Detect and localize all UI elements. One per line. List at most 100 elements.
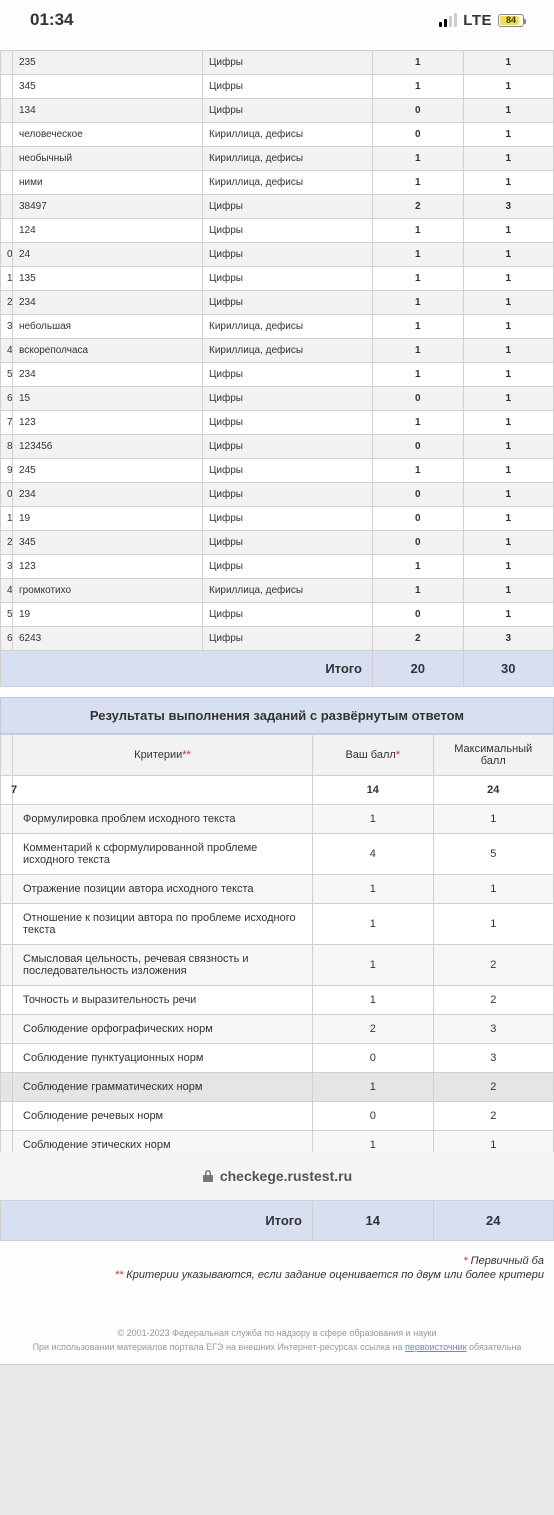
answer-max: 1 bbox=[463, 51, 554, 75]
answer-score: 1 bbox=[373, 147, 464, 171]
answer-max: 1 bbox=[463, 387, 554, 411]
crit-your: 4 bbox=[313, 834, 434, 875]
answer-max: 1 bbox=[463, 315, 554, 339]
page-content: 235Цифры11345Цифры11134Цифры01человеческ… bbox=[0, 50, 554, 1515]
table-row: 0234Цифры01 bbox=[1, 483, 554, 507]
answer-score: 0 bbox=[373, 531, 464, 555]
crit-text: Отношение к позиции автора по проблеме и… bbox=[13, 904, 313, 945]
table-row: 7123Цифры11 bbox=[1, 411, 554, 435]
answer-type: Кириллица, дефисы bbox=[203, 315, 373, 339]
crit-n bbox=[1, 1044, 13, 1073]
answer-score: 2 bbox=[373, 627, 464, 651]
answer-score: 0 bbox=[373, 99, 464, 123]
answer-type: Цифры bbox=[203, 387, 373, 411]
answer-type: Цифры bbox=[203, 195, 373, 219]
answer-number bbox=[1, 75, 13, 99]
status-time: 01:34 bbox=[30, 10, 73, 30]
answers-table: 235Цифры11345Цифры11134Цифры01человеческ… bbox=[0, 50, 554, 687]
hdr-max-score: Максимальный балл bbox=[433, 735, 554, 776]
status-bar: 01:34 LTE 84 bbox=[0, 0, 554, 40]
crit-max: 2 bbox=[433, 1073, 554, 1102]
crit-n bbox=[1, 875, 13, 904]
answer-type: Цифры bbox=[203, 219, 373, 243]
answer-type: Цифры bbox=[203, 459, 373, 483]
answer-max: 1 bbox=[463, 219, 554, 243]
criteria-row: Отражение позиции автора исходного текст… bbox=[1, 875, 554, 904]
answer-type: Цифры bbox=[203, 555, 373, 579]
answer-number bbox=[1, 99, 13, 123]
answer-value: 124 bbox=[13, 219, 203, 243]
answer-value: 19 bbox=[13, 603, 203, 627]
answer-score: 0 bbox=[373, 603, 464, 627]
total-max: 30 bbox=[463, 651, 554, 687]
table-row: 9245Цифры11 bbox=[1, 459, 554, 483]
answer-number: 4 bbox=[1, 579, 13, 603]
answer-value: 345 bbox=[13, 531, 203, 555]
answer-score: 1 bbox=[373, 459, 464, 483]
criteria-header-row: Критерии** Ваш балл* Максимальный балл bbox=[1, 735, 554, 776]
crit-your: 1 bbox=[313, 875, 434, 904]
footnotes: * Первичный ба ** Критерии указываются, … bbox=[0, 1241, 554, 1287]
crit-max: 2 bbox=[433, 945, 554, 986]
answer-value: вскореполчаса bbox=[13, 339, 203, 363]
answer-value: 38497 bbox=[13, 195, 203, 219]
answer-type: Цифры bbox=[203, 243, 373, 267]
answer-max: 1 bbox=[463, 363, 554, 387]
criteria-total-row: Итого 14 24 bbox=[1, 1201, 554, 1241]
crit-max: 2 bbox=[433, 986, 554, 1015]
criteria-row: Смысловая цельность, речевая связность и… bbox=[1, 945, 554, 986]
crit-your: 1 bbox=[313, 805, 434, 834]
criteria-row: Формулировка проблем исходного текста11 bbox=[1, 805, 554, 834]
source-link[interactable]: первоисточник bbox=[405, 1342, 467, 1352]
answer-number bbox=[1, 51, 13, 75]
answer-type: Цифры bbox=[203, 507, 373, 531]
crit-max: 3 bbox=[433, 1015, 554, 1044]
answer-max: 1 bbox=[463, 339, 554, 363]
criteria-total-max: 24 bbox=[433, 1201, 554, 1241]
answer-max: 1 bbox=[463, 75, 554, 99]
answer-score: 0 bbox=[373, 507, 464, 531]
answer-number: 6 bbox=[1, 627, 13, 651]
answer-score: 0 bbox=[373, 435, 464, 459]
table-row: 024Цифры11 bbox=[1, 243, 554, 267]
table-row: 3123Цифры11 bbox=[1, 555, 554, 579]
answer-value: 123456 bbox=[13, 435, 203, 459]
answer-type: Цифры bbox=[203, 291, 373, 315]
answer-type: Цифры bbox=[203, 603, 373, 627]
answer-number: 4 bbox=[1, 339, 13, 363]
answer-number: 1 bbox=[1, 267, 13, 291]
answer-value: 123 bbox=[13, 411, 203, 435]
table-row: 119Цифры01 bbox=[1, 507, 554, 531]
crit-your: 1 bbox=[313, 904, 434, 945]
table-row: 124Цифры11 bbox=[1, 219, 554, 243]
criteria-task-row: 7 14 24 bbox=[1, 776, 554, 805]
total-label: Итого bbox=[1, 651, 373, 687]
answer-score: 1 bbox=[373, 75, 464, 99]
answer-value: 234 bbox=[13, 483, 203, 507]
answer-number: 9 bbox=[1, 459, 13, 483]
answer-value: 123 bbox=[13, 555, 203, 579]
answer-max: 1 bbox=[463, 243, 554, 267]
answer-max: 1 bbox=[463, 267, 554, 291]
crit-max: 3 bbox=[433, 1044, 554, 1073]
answer-number: 5 bbox=[1, 603, 13, 627]
crit-your: 0 bbox=[313, 1102, 434, 1131]
url-text: checkege.rustest.ru bbox=[220, 1168, 352, 1184]
crit-your: 2 bbox=[313, 1015, 434, 1044]
answer-type: Цифры bbox=[203, 627, 373, 651]
crit-your: 1 bbox=[313, 1073, 434, 1102]
answer-number: 7 bbox=[1, 411, 13, 435]
task-total-your: 14 bbox=[313, 776, 434, 805]
answer-max: 1 bbox=[463, 171, 554, 195]
crit-max: 1 bbox=[433, 875, 554, 904]
answer-score: 1 bbox=[373, 267, 464, 291]
answer-value: 135 bbox=[13, 267, 203, 291]
answer-type: Цифры bbox=[203, 363, 373, 387]
answer-max: 1 bbox=[463, 147, 554, 171]
answer-number: 6 bbox=[1, 387, 13, 411]
answer-score: 1 bbox=[373, 555, 464, 579]
answer-type: Кириллица, дефисы bbox=[203, 123, 373, 147]
browser-url-bar[interactable]: checkege.rustest.ru bbox=[0, 1152, 554, 1200]
copyright: © 2001-2023 Федеральная служба по надзор… bbox=[0, 1297, 554, 1365]
answer-score: 1 bbox=[373, 363, 464, 387]
